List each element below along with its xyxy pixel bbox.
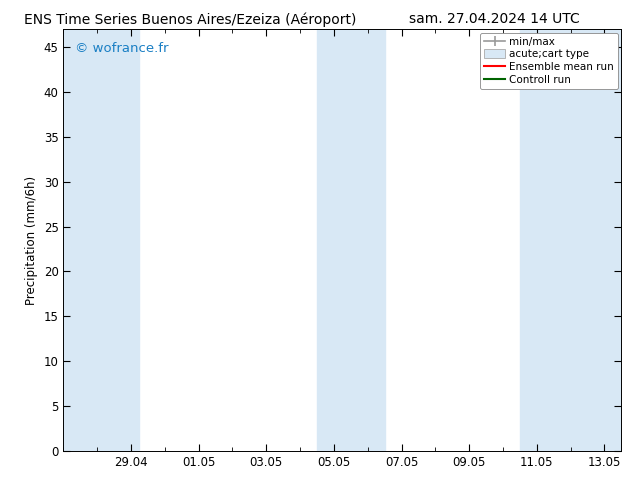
Bar [63, 29, 139, 451]
Text: ENS Time Series Buenos Aires/Ezeiza (Aéroport): ENS Time Series Buenos Aires/Ezeiza (Aér… [24, 12, 356, 27]
Bar [317, 29, 385, 451]
Y-axis label: Precipitation (mm/6h): Precipitation (mm/6h) [25, 175, 38, 305]
Bar [520, 29, 621, 451]
Text: © wofrance.fr: © wofrance.fr [75, 42, 168, 55]
Legend: min/max, acute;cart type, Ensemble mean run, Controll run: min/max, acute;cart type, Ensemble mean … [480, 32, 618, 89]
Text: sam. 27.04.2024 14 UTC: sam. 27.04.2024 14 UTC [409, 12, 580, 26]
